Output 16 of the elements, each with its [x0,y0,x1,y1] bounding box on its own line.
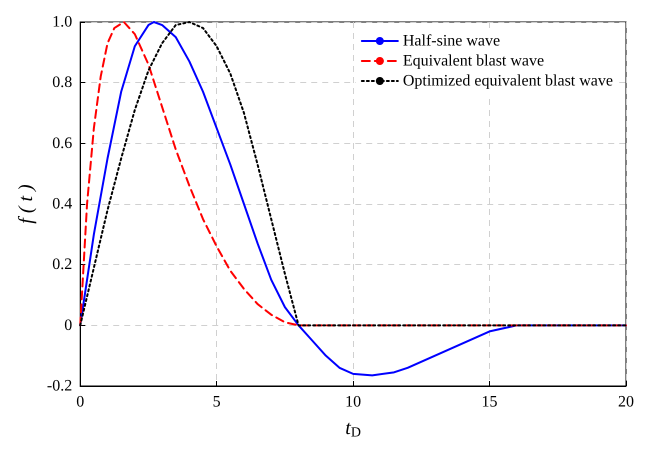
x-tick-label: 15 [482,394,498,410]
y-tick-label: -0.2 [46,378,72,394]
y-tick-label: 1.0 [52,14,72,30]
x-tick-label: 0 [76,394,84,410]
y-tick-label: 0.2 [52,256,72,274]
y-tick-label: 0.4 [52,196,72,212]
y-axis-title: f ( t ) [15,184,37,224]
x-tick-label: 20 [618,394,634,410]
legend-label: Optimized equivalent blast wave [402,72,613,90]
y-tick-label: 0 [64,316,72,334]
y-tick-label: 0.8 [52,74,72,92]
x-tick-label: 5 [212,394,221,410]
y-tick-label: 0.6 [52,134,72,152]
legend-label: Equivalent blast wave [402,52,544,70]
legend-label: Half-sine wave [402,32,500,50]
x-tick-label: 10 [345,394,362,410]
